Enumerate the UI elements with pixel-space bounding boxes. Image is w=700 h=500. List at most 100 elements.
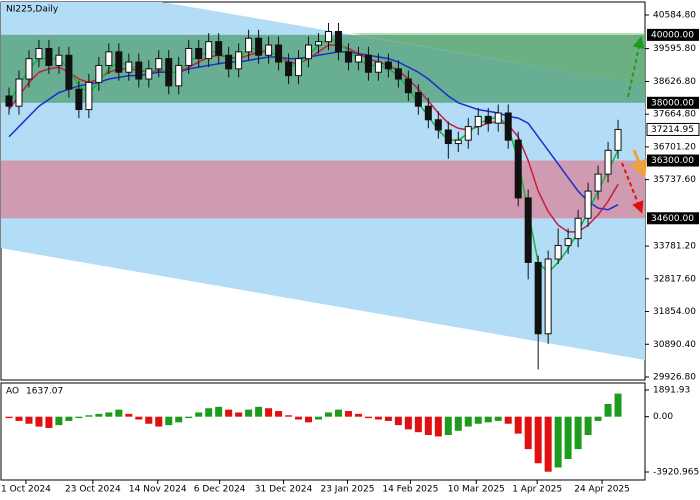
osc-bar [35,416,43,427]
oscillator-layer: 1891.93 0.00 -3920.965 [5,385,699,478]
x-tick-label: 1 Apr 2025 [512,485,562,495]
osc-tick-label: 0.00 [653,412,673,422]
candle-body [494,112,502,124]
osc-bar [5,416,13,419]
y-tick-label: 31854.00 [653,307,696,317]
osc-bar [344,411,352,417]
y-tick-label: 36701.20 [653,142,696,152]
osc-bar [15,416,23,421]
level-label: 40000.00 [651,30,694,40]
candle-body [514,139,522,199]
osc-bar [305,416,313,423]
osc-bar [215,406,223,417]
osc-bar [334,409,342,417]
candle-body [534,261,542,335]
plot-layer [5,22,622,370]
candle-body [65,54,73,90]
arrow-alt [630,149,648,179]
candle-body [145,68,153,80]
arrow-up [627,36,645,98]
x-tick-label: 31 Dec 2024 [255,485,313,495]
axes-layer: 40584.80 39595.80 38626.80 37664.80 36701.20… [1,11,700,495]
candle-body [464,126,472,141]
chart-title: NI225,Daily [6,5,59,15]
y-tick-label: 29926.80 [653,372,696,382]
osc-bar [275,411,283,417]
candle-body [75,88,83,111]
y-tick-label: 33781.20 [653,242,696,252]
candle-body [15,78,23,107]
arrow-down [621,162,644,214]
candle-body [584,190,592,219]
osc-bar [265,408,273,417]
osc-bar [394,416,402,426]
candle-body [574,217,582,240]
osc-bar [354,413,362,417]
osc-tick-label: -3920.965 [653,468,699,478]
osc-bar [594,416,602,421]
candle-body [35,47,43,60]
osc-bar [614,393,622,417]
osc-bar [25,416,33,424]
osc-bar [315,416,323,420]
candle-body [155,58,163,70]
osc-bar [384,416,392,421]
candle-body [5,95,13,107]
candle-body [334,30,342,53]
candle-body [55,54,63,66]
osc-bar [494,416,502,421]
osc-bar [185,416,193,419]
candle-body [45,47,53,66]
osc-bar [65,416,73,421]
osc-bar [324,412,332,417]
candle-body [394,68,402,80]
candle-body [85,81,93,111]
osc-bar [75,416,83,419]
candle-body [604,149,612,175]
osc-bar [554,416,562,468]
y-tick-label: 30890.40 [653,340,696,350]
candle-body [324,30,332,43]
candle-body [504,112,512,141]
candle-body [295,58,303,77]
osc-bar [145,416,153,424]
candle-body [554,244,562,260]
osc-bar [564,416,572,460]
osc-bar [524,416,532,450]
candle-body [344,51,352,63]
osc-bar [165,416,173,426]
level-label-box [647,28,699,41]
osc-bar [544,416,552,472]
x-tick-label: 10 Mar 2025 [448,485,505,495]
osc-bar [454,416,462,431]
y-tick-label: 32817.60 [653,274,696,284]
osc-bar [364,416,372,419]
osc-bar [125,413,133,417]
osc-bar [115,409,123,417]
x-tick-label: 1 Oct 2024 [1,485,51,495]
candle-body [524,197,532,263]
y-tick-label: 38626.80 [653,77,696,87]
x-tick-label: 23 Oct 2024 [65,485,121,495]
candle-body [265,44,273,56]
candle-body [235,51,243,70]
level-label: 36300.00 [651,156,694,166]
osc-bar [484,416,492,423]
osc-bar [175,416,183,423]
candle-body [215,41,223,56]
osc-bar [474,416,482,424]
osc-bar [414,416,422,433]
price-label: 37214.95 [651,125,694,135]
osc-bar [55,416,63,426]
osc-bar [504,416,512,424]
candle-body [454,139,462,145]
candle-body [255,37,263,56]
candle-body [125,61,133,73]
candle-body [95,64,103,83]
osc-bar [424,416,432,436]
candle-body [225,54,233,70]
osc-bar [45,416,53,428]
level-label: 34600.00 [651,214,694,224]
x-tick-label: 23 Jan 2025 [320,485,374,495]
